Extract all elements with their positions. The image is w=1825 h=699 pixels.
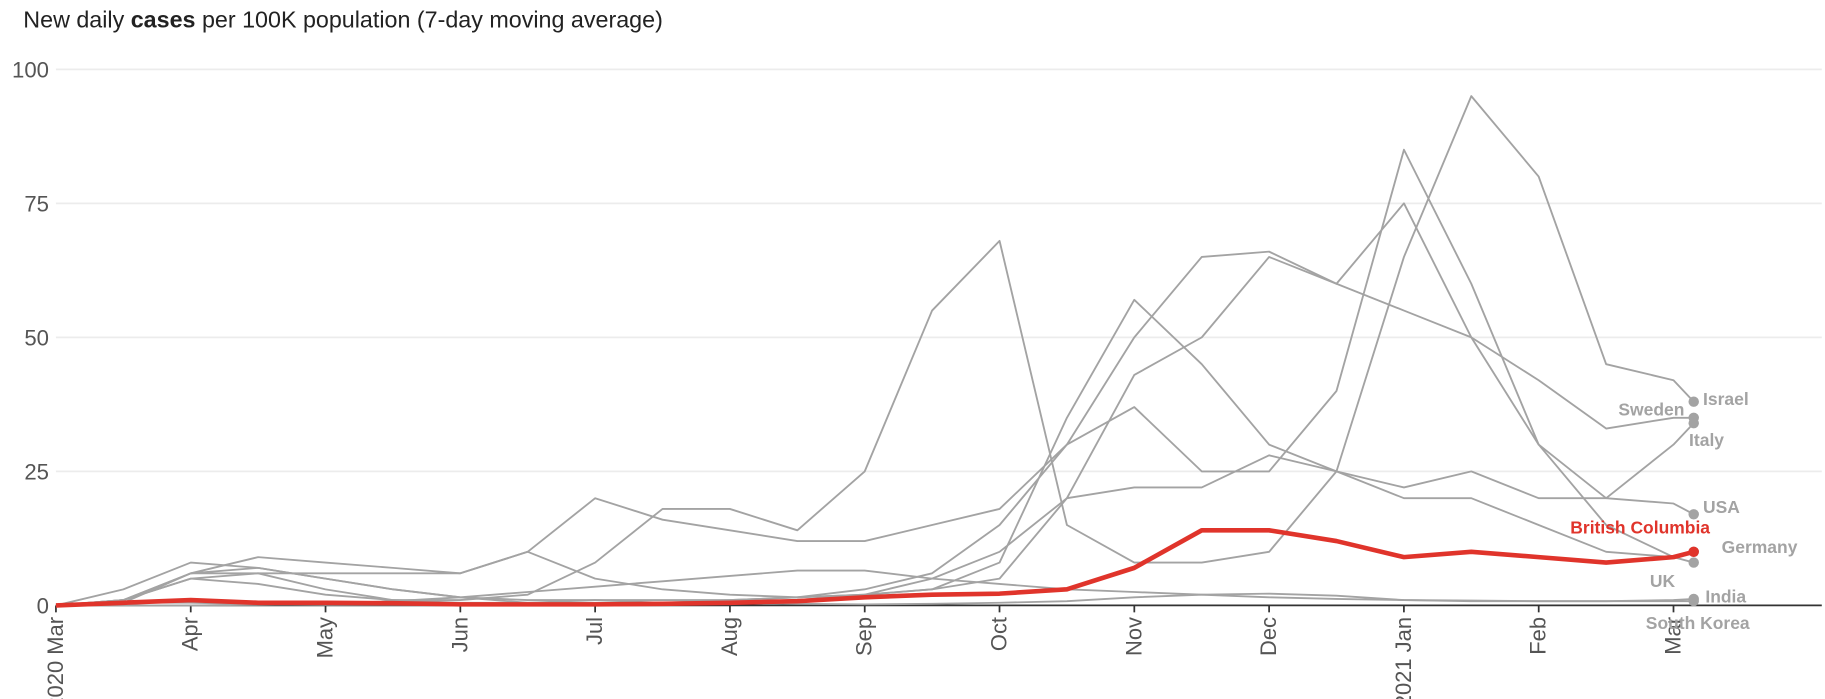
series-line [55,202,1695,607]
x-tick-label: 2020 Mar [43,617,68,699]
x-tick-label: Feb [1526,617,1551,655]
y-tick-label: 75 [24,192,49,217]
series-label: Germany [1722,537,1798,557]
end-dot [1688,417,1699,429]
end-dot [1688,509,1699,520]
x-tick-label: Oct [986,617,1011,651]
y-tick-label: 25 [24,460,49,485]
x-tick-label: Dec [1256,617,1281,656]
end-dot [1688,546,1699,558]
series-label: USA [1703,497,1740,517]
series-label: British Columbia [1570,517,1710,537]
end-dot [1688,396,1699,407]
x-tick-label: Nov [1121,617,1146,656]
x-tick-label: 2021 Jan [1391,617,1416,699]
series-label: UK [1650,571,1676,591]
series-label: India [1705,587,1746,607]
series-line [55,298,1695,607]
series-line [55,148,1695,607]
end-dot [1688,595,1699,607]
y-tick-label: 0 [37,594,49,619]
x-tick-label: Apr [178,617,203,651]
end-dot [1688,557,1699,568]
series-label: Italy [1689,430,1724,450]
y-tick-label: 50 [24,326,49,351]
title-part: per 100K population (7-day moving averag… [195,7,662,33]
x-tick-label: Jul [582,617,607,645]
series-label: Sweden [1618,400,1684,420]
chart-title: New daily cases per 100K population (7-d… [23,7,663,33]
series-line [55,528,1695,608]
x-tick-label: May [312,617,337,658]
x-tick-label: Jun [447,617,472,652]
x-tick-label: Aug [717,617,742,656]
series-line [55,454,1695,607]
series-label: South Korea [1646,613,1750,633]
x-tick-label: Mar [1660,617,1685,655]
title-part: New daily [23,7,130,33]
series-label: Israel [1703,389,1749,409]
series-line [55,95,1695,607]
title-part: cases [131,7,196,33]
y-tick-label: 100 [12,57,49,82]
x-tick-label: Sep [852,617,877,656]
